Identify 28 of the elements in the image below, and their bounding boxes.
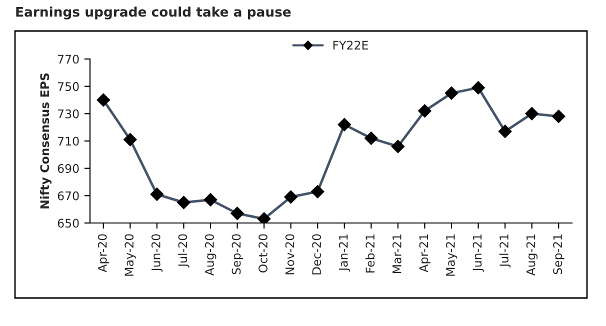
x-tick-label: Oct-20 (258, 234, 268, 272)
x-tick-label: Sep-21 (553, 234, 564, 274)
y-tick-label: 710 (58, 136, 79, 146)
legend-label: FY22E (333, 40, 368, 50)
y-tick-label: 650 (58, 218, 79, 228)
x-tick-label: Nov-20 (285, 234, 294, 274)
y-tick-label: 690 (58, 164, 79, 173)
x-tick-label: Aug-20 (204, 234, 216, 276)
x-tick-label: Mar-21 (392, 234, 402, 274)
y-tick-label: 670 (58, 191, 79, 200)
x-tick-label: Jun-20 (151, 234, 163, 272)
x-tick-label: Dec-20 (312, 234, 322, 274)
x-tick-label: May-21 (446, 234, 458, 276)
x-tick-label: Feb-21 (365, 234, 375, 272)
x-tick-label: Jan-21 (338, 234, 350, 272)
y-tick-label: 770 (58, 54, 79, 64)
y-tick-label: 750 (58, 82, 79, 91)
chart-title: Earnings upgrade could take a pause (16, 6, 291, 20)
x-tick-label: Jun-21 (472, 234, 484, 272)
x-tick-label: Jul-20 (178, 234, 190, 268)
x-tick-label: Sep-20 (232, 234, 243, 274)
x-tick-label: Apr-21 (419, 234, 430, 272)
y-axis-title: Nifty Consensus EPS (40, 73, 52, 208)
x-tick-label: Apr-20 (98, 234, 110, 272)
x-tick-label: May-20 (124, 234, 136, 276)
x-tick-label: Jul-21 (499, 234, 511, 268)
y-tick-label: 730 (58, 109, 79, 118)
x-tick-label: Aug-21 (526, 234, 538, 276)
